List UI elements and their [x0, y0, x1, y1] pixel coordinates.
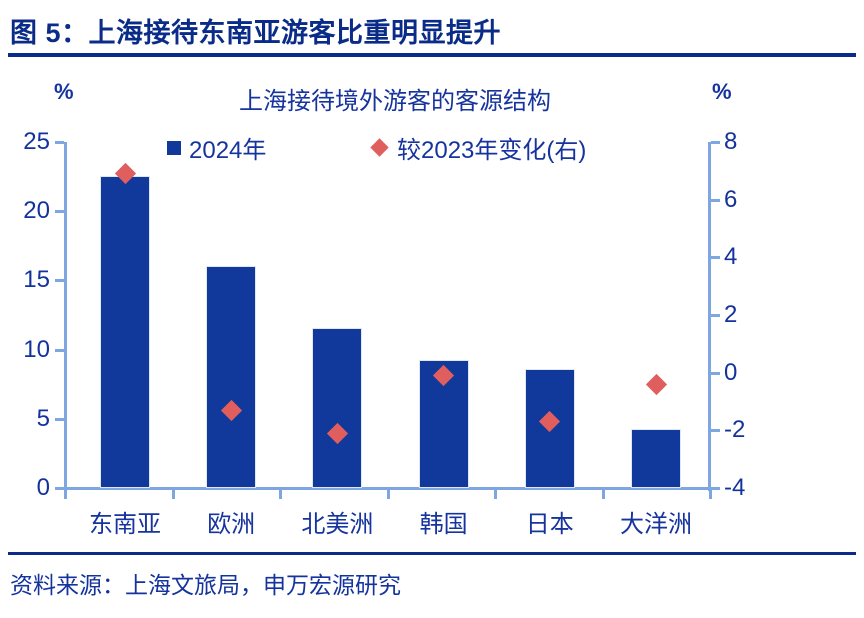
x-category-label: 日本 — [525, 511, 574, 538]
right-axis-tick — [711, 198, 720, 202]
bar-0 — [100, 175, 150, 488]
left-axis-tick — [55, 141, 64, 144]
right-axis-tick — [711, 256, 720, 260]
left-axis-tick — [55, 487, 64, 490]
x-category-label: 韩国 — [419, 511, 468, 538]
caption-divider — [8, 53, 856, 57]
right-axis-tick — [711, 429, 720, 433]
right-axis-tick — [711, 314, 720, 317]
x-axis-tick — [386, 490, 390, 499]
legend-item-2024: 2024年 — [167, 130, 266, 165]
bar-5 — [631, 428, 681, 488]
left-axis-tick-label: 0 — [36, 474, 50, 501]
right-axis-line — [708, 142, 711, 491]
x-axis-tick — [279, 490, 282, 499]
right-axis-tick — [711, 371, 720, 375]
x-axis-tick — [601, 490, 605, 499]
x-axis-tick — [494, 490, 497, 499]
right-axis-tick-label: -2 — [724, 416, 746, 444]
left-axis-tick-label: 5 — [36, 404, 50, 432]
left-axis-tick — [55, 210, 64, 214]
right-axis-tick — [711, 141, 720, 144]
right-axis-tick — [711, 487, 720, 490]
left-axis-tick-label: 25 — [23, 128, 50, 155]
legend-item-change: 较2023年变化(右) — [370, 130, 586, 165]
left-axis-unit: % — [54, 79, 74, 104]
x-axis-tick — [64, 490, 67, 499]
bar-2 — [312, 327, 363, 488]
left-axis-tick-label: 15 — [23, 266, 50, 294]
right-axis-unit: % — [712, 79, 732, 104]
right-axis-tick-label: -4 — [724, 474, 746, 501]
left-axis-tick-label: 10 — [23, 335, 50, 363]
x-axis-tick — [171, 490, 175, 499]
bar-1 — [206, 265, 257, 488]
legend-label-2024: 2024年 — [189, 137, 267, 164]
right-axis-tick-label: 6 — [724, 185, 738, 213]
legend-label-change: 较2023年变化(右) — [397, 137, 587, 164]
source-note: 资料来源：上海文旅局，申万宏源研究 — [10, 572, 401, 598]
x-category-label: 东南亚 — [88, 511, 161, 538]
left-axis-tick — [55, 417, 64, 421]
right-axis-tick-label: 4 — [724, 243, 738, 271]
x-axis-tick — [709, 490, 712, 499]
legend-square-icon — [167, 140, 181, 155]
change-diamond-5 — [645, 373, 667, 395]
right-axis-tick-label: 0 — [724, 358, 738, 386]
x-axis-line — [64, 487, 711, 490]
source-divider — [8, 552, 856, 555]
x-category-label: 北美洲 — [301, 511, 374, 538]
right-axis-tick-label: 8 — [724, 128, 738, 155]
x-category-label: 大洋洲 — [619, 511, 692, 538]
left-axis-line — [64, 142, 67, 491]
figure-caption: 图 5：上海接待东南亚游客比重明显提升 — [10, 18, 502, 48]
left-axis-tick — [55, 348, 64, 352]
left-axis-tick — [55, 279, 64, 283]
right-axis-tick-label: 2 — [724, 301, 738, 328]
x-category-label: 欧洲 — [207, 511, 256, 538]
left-axis-tick-label: 20 — [23, 197, 50, 225]
chart-title: 上海接待境外游客的客源结构 — [239, 88, 551, 115]
